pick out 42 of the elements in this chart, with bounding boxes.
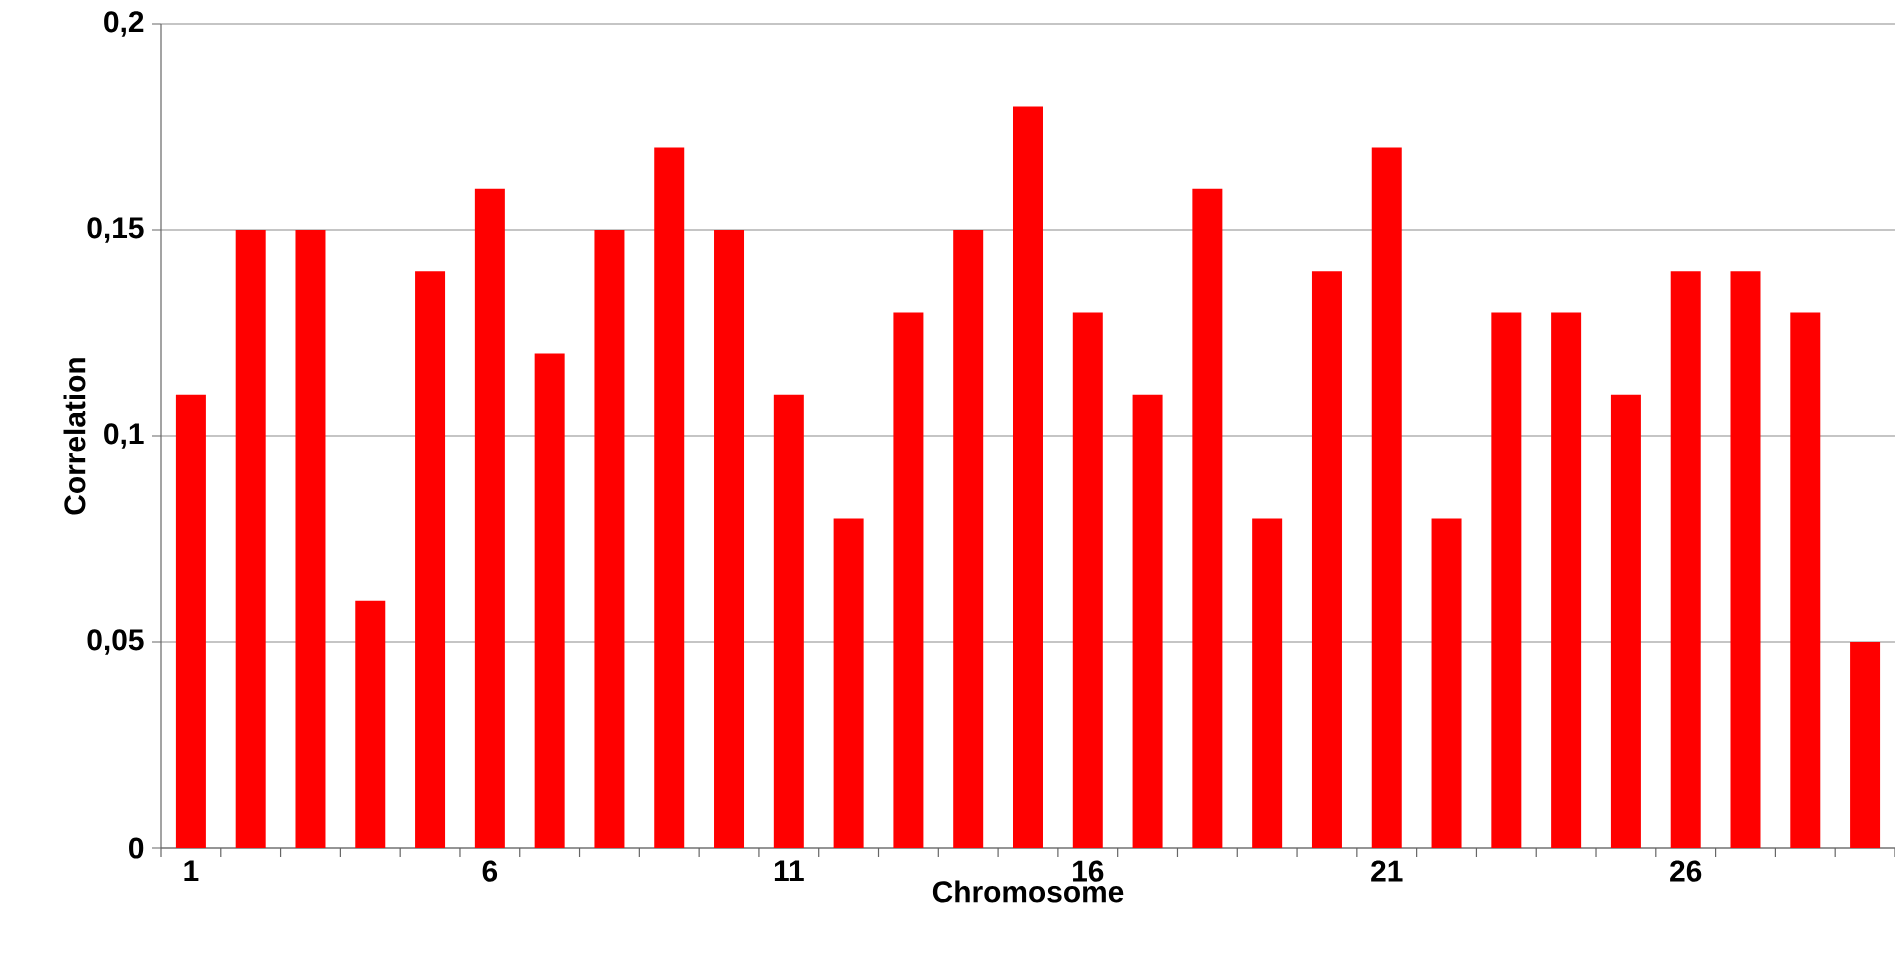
bar — [534, 353, 565, 848]
y-tick-label: 0,2 — [104, 11, 144, 37]
bar — [833, 518, 864, 848]
bar — [355, 600, 386, 848]
bar — [1371, 147, 1402, 848]
bar — [1850, 642, 1881, 848]
bar — [594, 229, 625, 848]
bar — [1551, 312, 1582, 848]
x-axis-title: Chromosome — [932, 880, 1124, 903]
x-tick-label: 21 — [1371, 860, 1403, 882]
bar — [1610, 394, 1641, 848]
bar — [654, 147, 685, 848]
bar — [953, 229, 984, 848]
bar — [714, 229, 745, 848]
bar — [773, 394, 804, 848]
y-tick-label: 0,15 — [87, 217, 144, 243]
bar — [893, 312, 924, 848]
x-tick-label: 6 — [482, 860, 498, 882]
x-tick-label: 16 — [1073, 860, 1104, 882]
y-tick-label: 0,1 — [104, 423, 144, 449]
bar — [1730, 271, 1761, 848]
bar — [1072, 312, 1103, 848]
bar — [1790, 312, 1821, 848]
bar — [175, 394, 206, 848]
bar — [415, 271, 446, 848]
bar — [1491, 312, 1522, 848]
y-tick-label: 0,05 — [87, 629, 144, 655]
bar — [1132, 394, 1163, 848]
y-axis-title: Correlation — [63, 358, 86, 515]
bar — [235, 229, 266, 848]
x-tick-label: 1 — [184, 860, 199, 882]
bar — [1252, 518, 1283, 848]
bar — [474, 188, 505, 848]
y-tick-label: 0 — [129, 837, 144, 859]
bar — [295, 229, 326, 848]
bar — [1012, 106, 1043, 848]
bar — [1431, 518, 1462, 848]
bar — [1192, 188, 1223, 848]
x-tick-label: 11 — [774, 860, 804, 882]
bar — [1670, 271, 1701, 848]
x-tick-label: 26 — [1670, 860, 1702, 882]
bar — [1311, 271, 1342, 848]
